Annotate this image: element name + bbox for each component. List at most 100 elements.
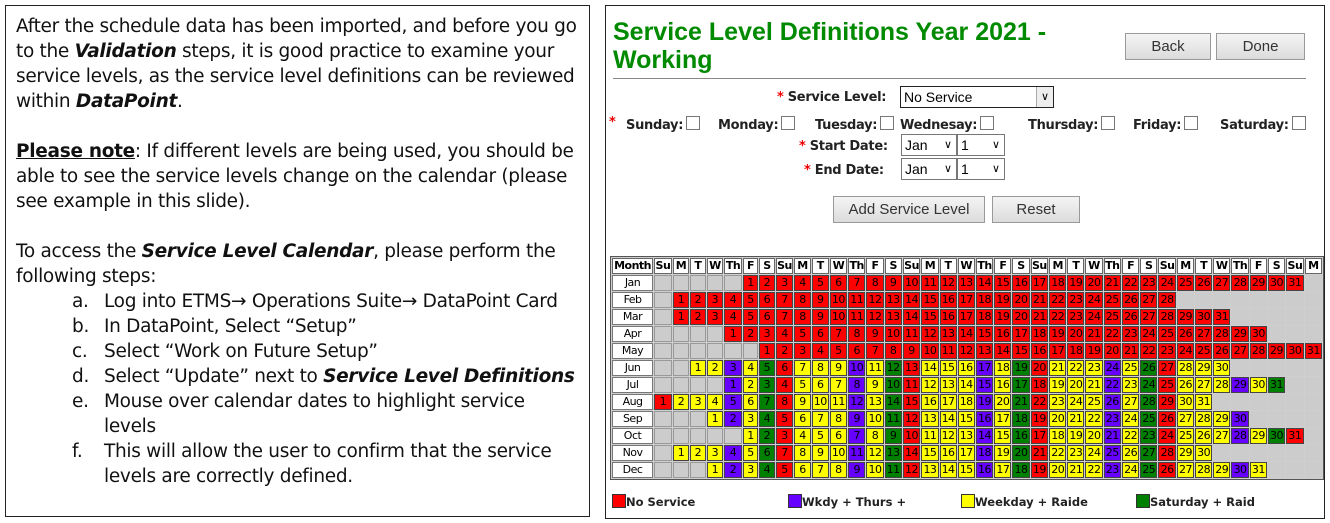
calendar-day[interactable]: 1 <box>690 360 706 376</box>
calendar-day[interactable]: 13 <box>902 360 921 376</box>
calendar-day[interactable]: 4 <box>775 377 794 393</box>
calendar-day[interactable]: 1 <box>724 377 742 393</box>
calendar-day[interactable]: 9 <box>884 275 902 291</box>
calendar-day[interactable]: 2 <box>759 275 775 291</box>
calendar-day[interactable]: 5 <box>775 462 794 478</box>
calendar-day[interactable]: 16 <box>939 309 957 325</box>
calendar-day[interactable]: 17 <box>1030 428 1049 444</box>
calendar-day[interactable]: 10 <box>829 445 847 461</box>
calendar-day[interactable]: 14 <box>957 326 975 342</box>
calendar-day[interactable]: 22 <box>1140 343 1158 359</box>
calendar-day[interactable]: 15 <box>975 326 994 342</box>
calendar-day[interactable]: 25 <box>1122 360 1140 376</box>
calendar-day[interactable]: 21 <box>1049 360 1067 376</box>
calendar-day[interactable]: 15 <box>957 462 975 478</box>
calendar-day[interactable]: 16 <box>1012 428 1030 444</box>
calendar-day[interactable]: 15 <box>1012 343 1030 359</box>
calendar-day[interactable]: 10 <box>902 428 921 444</box>
calendar-day[interactable]: 14 <box>902 445 921 461</box>
calendar-day[interactable]: 11 <box>866 360 884 376</box>
calendar-day[interactable]: 10 <box>811 394 829 410</box>
calendar-day[interactable]: 19 <box>1030 462 1049 478</box>
calendar-day[interactable]: 17 <box>994 462 1012 478</box>
calendar-day[interactable]: 23 <box>1067 292 1085 308</box>
calendar-day[interactable]: 11 <box>847 292 866 308</box>
calendar-day[interactable]: 11 <box>829 394 847 410</box>
calendar-day[interactable]: 11 <box>939 343 957 359</box>
calendar-day[interactable]: 26 <box>1213 343 1231 359</box>
calendar-day[interactable]: 1 <box>706 411 724 427</box>
calendar-day[interactable]: 6 <box>775 360 794 376</box>
calendar-day[interactable]: 17 <box>1030 275 1049 291</box>
calendar-day[interactable]: 19 <box>994 309 1012 325</box>
calendar-day[interactable]: 15 <box>957 411 975 427</box>
calendar-day[interactable]: 5 <box>724 394 742 410</box>
calendar-day[interactable]: 1 <box>742 275 759 291</box>
calendar-day[interactable]: 30 <box>1195 309 1213 325</box>
calendar-day[interactable]: 5 <box>794 326 811 342</box>
calendar-day[interactable]: 13 <box>921 462 939 478</box>
calendar-day[interactable]: 24 <box>1140 377 1158 393</box>
calendar-day[interactable]: 27 <box>1231 343 1249 359</box>
calendar-day[interactable]: 18 <box>1049 275 1067 291</box>
calendar-day[interactable]: 30 <box>1213 360 1231 376</box>
calendar-day[interactable]: 27 <box>1140 309 1158 325</box>
calendar-day[interactable]: 11 <box>902 377 921 393</box>
calendar-day[interactable]: 4 <box>724 309 742 325</box>
calendar-day[interactable]: 25 <box>1103 292 1122 308</box>
calendar-day[interactable]: 5 <box>742 309 759 325</box>
calendar-day[interactable]: 30 <box>1267 428 1286 444</box>
calendar-day[interactable]: 18 <box>957 394 975 410</box>
calendar-day[interactable]: 28 <box>1158 309 1176 325</box>
calendar-day[interactable]: 19 <box>994 292 1012 308</box>
calendar-day[interactable]: 30 <box>1286 343 1304 359</box>
calendar-day[interactable]: 28 <box>1195 411 1213 427</box>
calendar-day[interactable]: 21 <box>1067 462 1085 478</box>
calendar-day[interactable]: 6 <box>742 394 759 410</box>
calendar-day[interactable]: 9 <box>847 411 866 427</box>
calendar-day[interactable]: 15 <box>939 360 957 376</box>
calendar-day[interactable]: 18 <box>1067 343 1085 359</box>
calendar-day[interactable]: 23 <box>1140 428 1158 444</box>
calendar-day[interactable]: 28 <box>1158 292 1176 308</box>
calendar-day[interactable]: 29 <box>1231 326 1249 342</box>
calendar-day[interactable]: 20 <box>1103 343 1122 359</box>
calendar-day[interactable]: 2 <box>690 445 706 461</box>
calendar-day[interactable]: 11 <box>921 428 939 444</box>
calendar-day[interactable]: 4 <box>811 343 829 359</box>
calendar-day[interactable]: 6 <box>847 343 866 359</box>
calendar-day[interactable]: 3 <box>690 394 706 410</box>
calendar-day[interactable]: 4 <box>759 411 775 427</box>
calendar-day[interactable]: 8 <box>794 292 811 308</box>
calendar-day[interactable]: 1 <box>742 428 759 444</box>
calendar-day[interactable]: 5 <box>811 428 829 444</box>
calendar-day[interactable]: 7 <box>794 360 811 376</box>
calendar-day[interactable]: 13 <box>957 275 975 291</box>
calendar-day[interactable]: 29 <box>1249 428 1267 444</box>
calendar-day[interactable]: 11 <box>884 411 902 427</box>
calendar-day[interactable]: 6 <box>759 309 775 325</box>
calendar-day[interactable]: 26 <box>1140 360 1158 376</box>
calendar-day[interactable]: 27 <box>1140 292 1158 308</box>
start-day-select[interactable]: 1 ∨ <box>957 134 1005 156</box>
calendar-day[interactable]: 26 <box>1122 292 1140 308</box>
calendar-day[interactable]: 29 <box>1176 309 1195 325</box>
checkbox[interactable] <box>1101 116 1116 130</box>
checkbox[interactable] <box>686 116 701 130</box>
calendar-day[interactable]: 4 <box>706 394 724 410</box>
calendar-day[interactable]: 30 <box>1267 275 1286 291</box>
calendar-day[interactable]: 14 <box>939 411 957 427</box>
calendar-day[interactable]: 31 <box>1195 394 1213 410</box>
calendar-day[interactable]: 21 <box>1085 377 1103 393</box>
calendar-day[interactable]: 9 <box>902 343 921 359</box>
calendar-day[interactable]: 25 <box>1103 445 1122 461</box>
calendar-day[interactable]: 22 <box>1103 326 1122 342</box>
calendar-day[interactable]: 19 <box>1049 326 1067 342</box>
calendar-day[interactable]: 5 <box>829 343 847 359</box>
calendar-day[interactable]: 5 <box>775 411 794 427</box>
calendar-day[interactable]: 24 <box>1140 326 1158 342</box>
calendar-day[interactable]: 18 <box>994 360 1012 376</box>
calendar-day[interactable]: 26 <box>1176 377 1195 393</box>
calendar-day[interactable]: 7 <box>811 411 829 427</box>
calendar-day[interactable]: 1 <box>672 309 690 325</box>
